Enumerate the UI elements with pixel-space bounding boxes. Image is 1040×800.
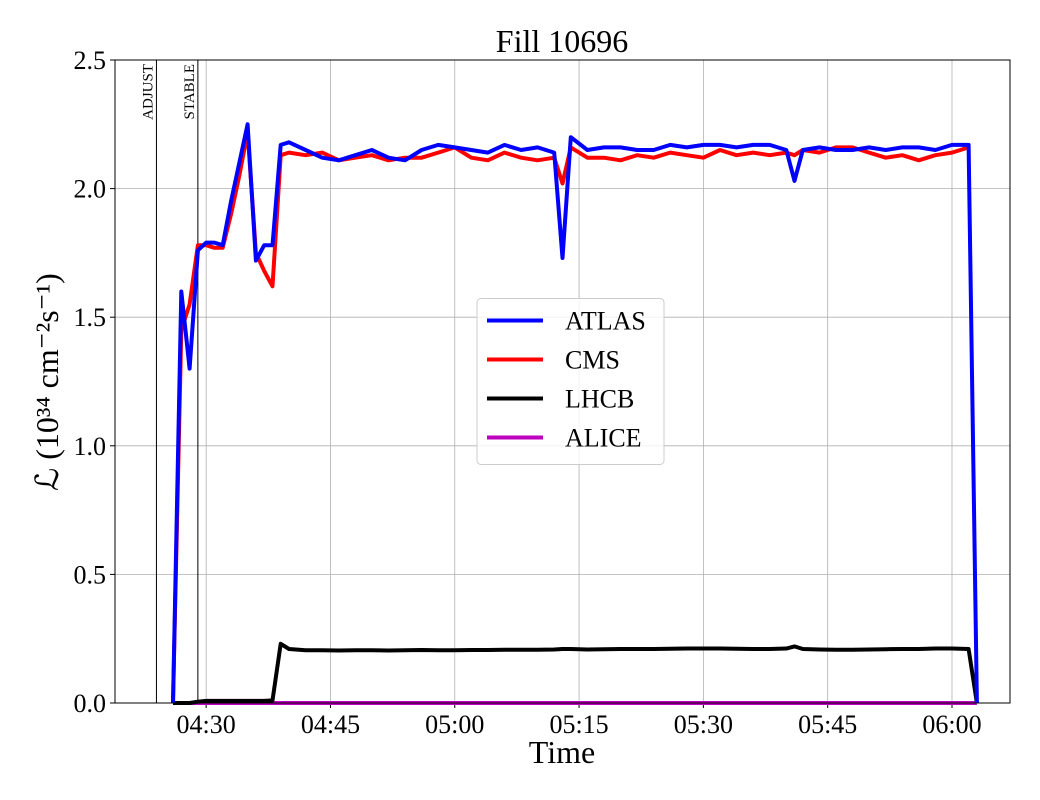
legend-box [476,298,665,465]
y-axis-label: ℒ (10³⁴ cm⁻²s⁻¹) [29,273,65,491]
y-tick-label: 0.0 [74,689,107,718]
legend-label: LHCB [565,385,634,414]
x-tick-label: 05:15 [549,710,608,739]
x-tick-label: 06:00 [922,710,981,739]
legend-label: CMS [565,346,620,375]
x-axis-label: Time [529,734,595,770]
x-tick-label: 04:30 [177,710,236,739]
y-tick-label: 1.0 [74,432,107,461]
series-line [173,641,979,705]
plot-frame [114,59,1011,704]
phase-label: ADJUST [140,64,156,120]
x-tick-label: 05:30 [674,710,733,739]
legend: ATLAS CMS LHCB ALICE [476,298,665,465]
y-tick-label: 2.5 [74,46,107,75]
y-tick-label: 2.0 [74,175,107,204]
series-line [171,122,979,704]
x-tick-label: 05:45 [798,710,857,739]
legend-label: ALICE [565,424,642,453]
legend-label: ATLAS [565,307,646,336]
x-tick-label: 04:45 [301,710,360,739]
chart-title: Fill 10696 [496,23,628,59]
y-tick-label: 0.5 [74,560,107,589]
y-tick-label: 1.5 [74,303,107,332]
x-tick-label: 05:00 [425,710,484,739]
phase-label: STABLE [182,64,198,119]
